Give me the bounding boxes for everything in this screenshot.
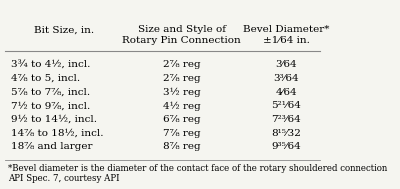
Text: 4⅞ to 5, incl.: 4⅞ to 5, incl. [11, 74, 80, 83]
Text: Size and Style of
Rotary Pin Connection: Size and Style of Rotary Pin Connection [122, 25, 241, 45]
Text: 4½ reg: 4½ reg [163, 101, 200, 111]
Text: 4⁄64: 4⁄64 [275, 88, 297, 97]
Text: 2⅞ reg: 2⅞ reg [163, 60, 200, 69]
Text: 5²¹⁄64: 5²¹⁄64 [271, 101, 301, 110]
Text: 3¾ to 4½, incl.: 3¾ to 4½, incl. [11, 60, 90, 69]
Text: 18⅞ and larger: 18⅞ and larger [11, 143, 92, 152]
Text: 8⅞ reg: 8⅞ reg [163, 143, 200, 152]
Text: Bit Size, in.: Bit Size, in. [34, 25, 94, 34]
Text: Bevel Diameter*
±1⁄64 in.: Bevel Diameter* ±1⁄64 in. [243, 25, 329, 45]
Text: 3½ reg: 3½ reg [163, 88, 200, 97]
Text: 7⅞ reg: 7⅞ reg [163, 129, 200, 138]
Text: 7½ to 9⅞, incl.: 7½ to 9⅞, incl. [11, 101, 90, 110]
Text: 9³⁵⁄64: 9³⁵⁄64 [271, 143, 301, 152]
Text: 8¹⁵⁄32: 8¹⁵⁄32 [271, 129, 301, 138]
Text: 3⁄64: 3⁄64 [275, 60, 297, 69]
Text: 3³⁄64: 3³⁄64 [273, 74, 299, 83]
Text: 7²³⁄64: 7²³⁄64 [271, 115, 301, 124]
Text: 6⅞ reg: 6⅞ reg [163, 115, 200, 124]
Text: 2⅞ reg: 2⅞ reg [163, 74, 200, 83]
Text: 14⅞ to 18½, incl.: 14⅞ to 18½, incl. [11, 129, 104, 138]
Text: 9½ to 14½, incl.: 9½ to 14½, incl. [11, 115, 97, 124]
Text: 5⅞ to 7⅞, incl.: 5⅞ to 7⅞, incl. [11, 88, 90, 97]
Text: *Bevel diameter is the diameter of the contact face of the rotary shouldered con: *Bevel diameter is the diameter of the c… [8, 163, 387, 183]
